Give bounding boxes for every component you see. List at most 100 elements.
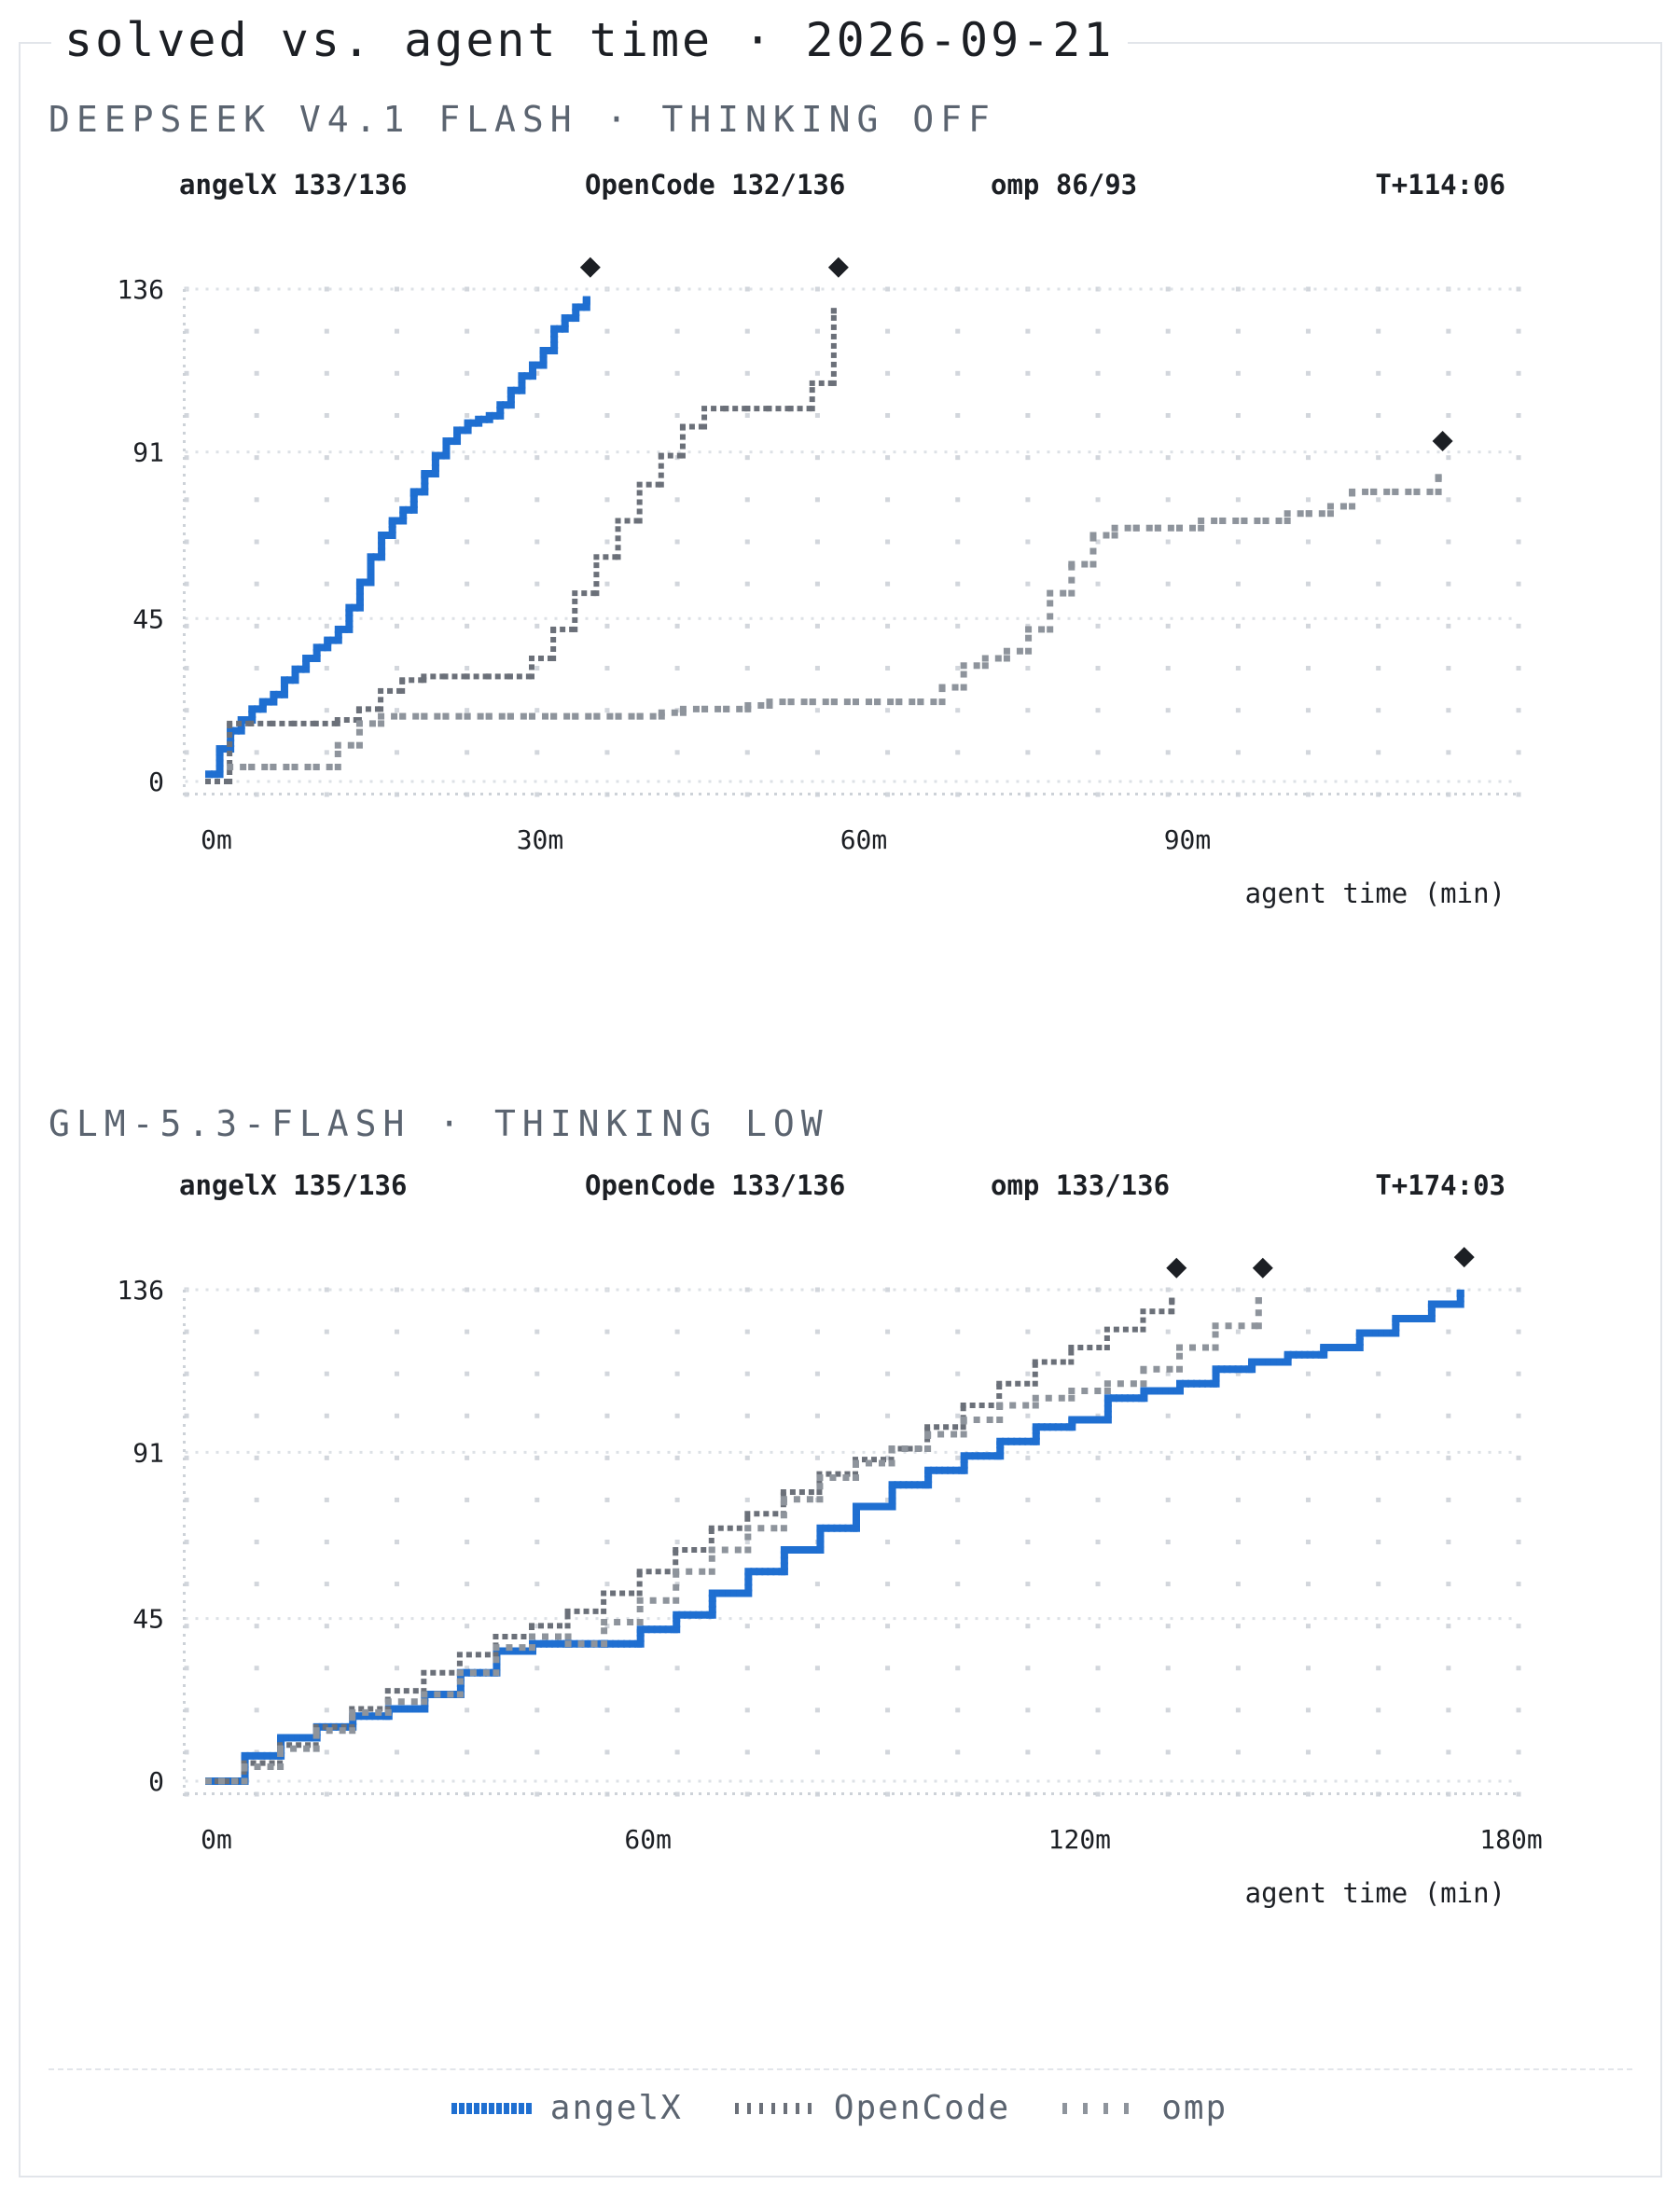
grid-major-dot <box>1231 1779 1235 1783</box>
grid-major-dot <box>995 1288 999 1292</box>
grid-dot <box>184 1624 189 1629</box>
series-pixel <box>636 1634 645 1642</box>
grid-major-dot <box>1211 1779 1214 1783</box>
series-pixel <box>818 380 825 386</box>
series-pixel <box>593 572 600 578</box>
series-pixel <box>397 1698 405 1706</box>
grid-major-dot <box>718 287 722 291</box>
grid-major-dot <box>605 780 609 783</box>
grid-major-dot <box>1221 1288 1225 1292</box>
grid-major-dot <box>1057 287 1061 291</box>
series-pixel <box>367 553 375 561</box>
grid-dot <box>1306 1749 1311 1755</box>
series-pixel <box>797 1546 805 1554</box>
grid-dot <box>465 370 470 376</box>
grid-dot <box>674 1582 680 1587</box>
series-pixel <box>1456 1294 1464 1303</box>
series-pixel <box>312 649 321 657</box>
grid-major-dot <box>708 616 712 620</box>
grid-major-dot <box>1375 780 1379 783</box>
series-pixel <box>679 709 687 716</box>
series-pixel <box>1275 517 1283 524</box>
series-pixel <box>636 1639 645 1648</box>
series-pixel <box>1232 517 1240 524</box>
series-pixel <box>835 1471 841 1477</box>
grid-major-dot <box>564 780 568 783</box>
series-pixel <box>793 1496 800 1503</box>
series-pixel <box>334 750 341 757</box>
grid-major-dot <box>1498 1450 1502 1454</box>
series-opencode <box>205 308 837 784</box>
grid-major-dot <box>934 1779 937 1783</box>
series-pixel <box>288 720 295 726</box>
series-pixel <box>1414 1315 1422 1322</box>
axis-dot <box>976 1792 978 1795</box>
grid-dot <box>1095 1287 1101 1293</box>
series-pixel <box>623 1639 631 1648</box>
grid-major-dot <box>667 1617 671 1621</box>
axis-dot <box>774 793 777 795</box>
grid-major-dot <box>872 450 876 454</box>
grid-major-dot <box>841 616 845 620</box>
grid-major-dot <box>390 450 394 454</box>
series-pixel <box>627 1619 634 1625</box>
series-pixel <box>1103 1326 1110 1333</box>
series-pixel <box>335 1722 343 1731</box>
series-pixel <box>1090 1416 1099 1424</box>
axis-dot <box>388 1792 391 1795</box>
grid-major-dot <box>626 1450 630 1454</box>
axis-dot <box>183 742 186 745</box>
grid-major-dot <box>698 780 701 783</box>
grid-major-dot <box>698 450 701 454</box>
grid-major-dot <box>1447 287 1450 291</box>
axis-dot <box>799 793 802 795</box>
series-pixel <box>574 1608 580 1614</box>
axis-dot <box>1060 1792 1062 1795</box>
axis-dot <box>657 1792 659 1795</box>
grid-major-dot <box>780 287 784 291</box>
axis-dot <box>1446 793 1449 795</box>
axis-dot <box>187 1792 189 1795</box>
grid-dot <box>955 792 961 797</box>
grid-major-dot <box>1344 287 1348 291</box>
grid-dot <box>394 370 399 376</box>
grid-major-dot <box>657 1450 660 1454</box>
grid-major-dot <box>995 616 999 620</box>
grid-major-dot <box>975 1288 978 1292</box>
series-pixel <box>1435 474 1442 481</box>
grid-major-dot <box>359 450 363 454</box>
series-pixel <box>1383 1329 1392 1337</box>
axis-dot <box>183 491 186 493</box>
grid-major-dot <box>308 1779 312 1783</box>
series-pixel <box>506 712 514 720</box>
axis-dot <box>1328 793 1331 795</box>
axis-dot <box>183 1416 186 1418</box>
axis-dot <box>183 365 186 367</box>
grid-major-dot <box>257 1450 260 1454</box>
grid-major-dot <box>646 1779 650 1783</box>
grid-dot <box>814 1329 820 1334</box>
grid-major-dot <box>1354 616 1358 620</box>
axis-dot <box>183 1785 186 1788</box>
series-pixel <box>275 690 284 698</box>
grid-major-dot <box>431 780 435 783</box>
series-pixel <box>772 1511 779 1517</box>
grid-major-dot <box>944 287 948 291</box>
series-pixel <box>1045 1394 1052 1402</box>
grid-dot <box>1306 328 1311 334</box>
grid-dot <box>814 1287 820 1293</box>
grid-major-dot <box>585 450 589 454</box>
series-pixel <box>1068 1416 1076 1424</box>
series-pixel <box>1131 1394 1140 1403</box>
grid-dot <box>1025 1624 1031 1629</box>
grid-dot <box>184 581 189 587</box>
series-pixel <box>888 1445 895 1452</box>
axis-dot <box>1387 1792 1390 1795</box>
axis-dot <box>531 1792 534 1795</box>
series-pixel <box>1438 1300 1447 1308</box>
grid-major-dot <box>1016 1779 1020 1783</box>
axis-dot <box>707 793 710 795</box>
grid-major-dot <box>1303 616 1307 620</box>
series-pixel <box>1276 1358 1284 1366</box>
grid-dot <box>534 1582 540 1587</box>
